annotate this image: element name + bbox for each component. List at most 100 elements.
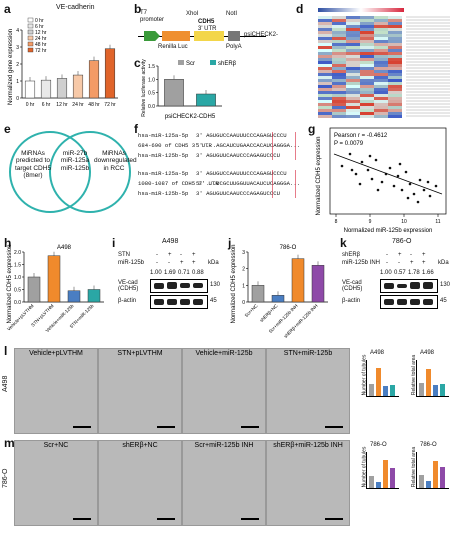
heatmap-cell — [360, 76, 374, 79]
heatmap-cell — [332, 31, 346, 34]
panel-h-title: A498 — [57, 245, 72, 251]
heatmap-cell — [332, 100, 346, 103]
heatmap-cell — [346, 88, 360, 91]
heatmap-cell — [360, 49, 374, 52]
mini-title: 786-O — [420, 442, 437, 448]
panel-j-ylabel: Normalized CDH5 expression — [231, 244, 237, 323]
heatmap-cell — [332, 106, 346, 109]
heatmap-cell — [332, 91, 346, 94]
band-value: 1.69 — [164, 270, 176, 276]
heatmap-cell — [318, 58, 332, 61]
heatmap-cell — [346, 22, 360, 25]
panel-c-chart: Relative luciferase activity 0.0 0.5 1.0 1.… — [141, 59, 237, 120]
legend-label: 48 hr — [35, 42, 47, 48]
heatmap-cell — [318, 49, 332, 52]
heatmap-cell — [346, 94, 360, 97]
heatmap-cell — [346, 100, 360, 103]
bar — [87, 289, 101, 303]
heatmap-cell — [318, 88, 332, 91]
heatmap-cell — [360, 94, 374, 97]
heatmap-cell — [318, 85, 332, 88]
y-tick-label: 0.0 — [14, 300, 21, 306]
sign: + — [192, 252, 196, 258]
bar — [311, 265, 325, 303]
bar — [164, 79, 184, 107]
tube-image: Vehicle+miR-125b — [182, 348, 266, 434]
x-tick-label: 10 — [401, 219, 407, 225]
heatmap-cell — [346, 103, 360, 106]
heatmap-cell — [318, 31, 332, 34]
x-tick-label: shERβ+miR-125b INH — [283, 303, 319, 339]
heatmap-cell — [318, 94, 332, 97]
heatmap-cell — [318, 43, 332, 46]
panel-g-xlabel: Normalized miR-125b expression — [344, 228, 433, 234]
heatmap-cell — [360, 58, 374, 61]
bar — [47, 255, 61, 303]
y-tick-label: 0.0 — [148, 104, 155, 110]
heatmap-cell — [332, 76, 346, 79]
heatmap-cell — [332, 103, 346, 106]
heatmap-cell — [374, 43, 388, 46]
scatter-point — [428, 194, 432, 198]
vecad-blot — [150, 279, 208, 293]
heatmap-cell — [388, 79, 402, 82]
heatmap-cell — [318, 64, 332, 67]
heatmap-cell — [346, 106, 360, 109]
heatmap-cell — [388, 64, 402, 67]
heatmap-cell — [318, 115, 332, 118]
panel-g-frame — [329, 127, 447, 215]
tube-image: shERβ+NC — [98, 440, 182, 526]
heatmap-cell — [332, 49, 346, 52]
heatmap-cell — [388, 61, 402, 64]
seq-row: 1080-1087 of CDH5 3' UTR5' ...UCGCUUGGUU… — [138, 180, 301, 187]
heatmap-cell — [318, 19, 332, 22]
construct-diagram: T7 promoter XhoI NotI CDH5 3' UTR Renill… — [138, 8, 278, 64]
sign: + — [422, 260, 426, 266]
utr-box — [194, 31, 224, 41]
heatmap-cell — [346, 49, 360, 52]
y-tick-label: 1.0 — [14, 275, 21, 281]
heatmap-cell — [332, 79, 346, 82]
panel-b-letter: b — [134, 2, 142, 16]
band-value: 1.00 — [380, 270, 392, 276]
legend-label: 0 hr — [35, 18, 44, 24]
heatmap-cell — [388, 76, 402, 79]
x-tick-label: 12 hr — [56, 102, 68, 108]
scatter-point — [354, 172, 358, 176]
heatmap-cell — [374, 37, 388, 40]
heatmap-cell — [318, 109, 332, 112]
tube-image: shERβ+miR-125b INH — [266, 440, 350, 526]
heatmap-cell — [360, 19, 374, 22]
y-tick-label: 4 — [16, 28, 19, 34]
mini-title: 786-O — [370, 442, 387, 448]
legend-swatch — [27, 35, 34, 41]
sign: - — [156, 252, 158, 258]
heatmap-cell — [318, 28, 332, 31]
panel-g-ylabel: Normalized CDH5 expression — [316, 136, 322, 215]
panel-m-letter: m — [4, 436, 15, 450]
heatmap-cell — [374, 31, 388, 34]
heatmap-cell — [374, 79, 388, 82]
polya-box — [228, 31, 240, 41]
venn-middle-text: miR-27b miR-125a miR-125b — [60, 150, 90, 172]
heatmap-cell — [360, 91, 374, 94]
heatmap-cell — [388, 94, 402, 97]
sequence-alignment: hsa-miR-125a-5p 3' AGUGUCCAAUUUCCCAGAGUCC… — [138, 132, 303, 232]
heatmap-cell — [318, 52, 332, 55]
promoter-arrow-icon — [144, 31, 160, 41]
heatmap-cell — [318, 61, 332, 64]
scatter-point — [370, 177, 374, 181]
heatmap-cell — [388, 43, 402, 46]
heatmap-cell — [318, 73, 332, 76]
heatmap-cell — [388, 31, 402, 34]
band-value: 1.00 — [150, 270, 162, 276]
heatmap-cell — [360, 28, 374, 31]
heatmap-cell — [388, 49, 402, 52]
heatmap-cell — [318, 97, 332, 100]
heatmap-cell — [374, 106, 388, 109]
heatmap-cell — [346, 115, 360, 118]
heatmap-cell — [388, 67, 402, 70]
scatter-point — [348, 152, 352, 156]
scatter-point — [350, 168, 354, 172]
bar — [291, 258, 305, 303]
